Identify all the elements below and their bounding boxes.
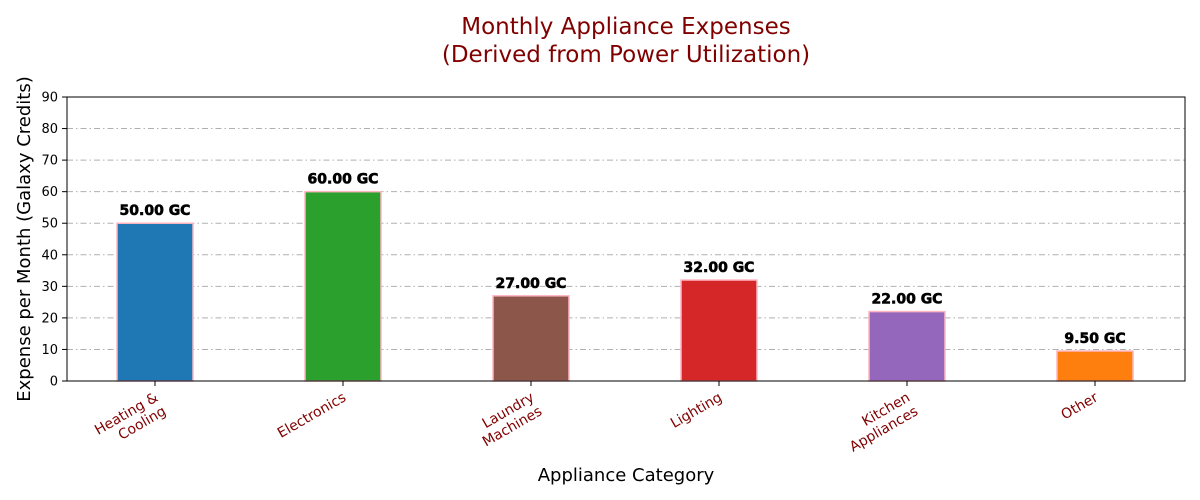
x-tick-label-1: Electronics [275, 390, 349, 442]
y-tick-label-80: 80 [41, 122, 58, 137]
bar-4 [868, 310, 946, 382]
bar-3 [680, 279, 758, 382]
y-axis-label: Expense per Month (Galaxy Credits) [14, 76, 35, 401]
x-tick-label-1-line-0: Electronics [275, 390, 349, 442]
y-tick-label-70: 70 [41, 154, 58, 169]
y-tick-label-20: 20 [41, 311, 58, 326]
data-label-0: 50.00 GC [120, 203, 191, 219]
y-tick-label-60: 60 [41, 185, 58, 200]
x-tick-label-5-line-0: Other [1059, 389, 1102, 423]
bar-1 [304, 190, 382, 382]
x-tick-label-5: Other [1059, 389, 1102, 423]
bar-0 [116, 222, 194, 382]
data-label-2: 27.00 GC [496, 276, 567, 292]
bars [116, 190, 1134, 382]
y-tick-label-90: 90 [41, 91, 58, 106]
plot-frame [66, 96, 1186, 382]
bar-5 [1056, 350, 1134, 382]
data-label-3: 32.00 GC [684, 260, 755, 276]
y-tick-label-50: 50 [41, 217, 58, 232]
x-tick-label-3-line-0: Lighting [668, 390, 725, 432]
x-axis: Heating &Cooling Electronics LaundryMachin… [92, 381, 1101, 455]
data-label-1: 60.00 GC [308, 172, 379, 188]
data-labels: 50.00 GC 60.00 GC 27.00 GC 32.00 GC 22.00 GC… [119, 171, 1126, 347]
bar-2 [492, 295, 570, 382]
data-label-4: 22.00 GC [872, 292, 943, 308]
chart-title-line-2: (Derived from Power Utilization) [442, 42, 810, 68]
y-tick-label-30: 30 [41, 280, 58, 295]
chart-title-line-1: Monthly Appliance Expenses [461, 14, 790, 40]
y-tick-label-0: 0 [50, 375, 58, 390]
data-label-5: 9.50 GC [1064, 331, 1125, 347]
y-tick-label-40: 40 [41, 248, 58, 263]
y-tick-label-10: 10 [41, 343, 58, 358]
x-tick-label-0: Heating &Cooling [92, 390, 169, 444]
x-tick-label-3: Lighting [668, 390, 725, 432]
y-axis: 0 10 20 30 40 50 60 70 80 90 [41, 91, 67, 390]
grid-lines [67, 128, 1185, 350]
x-axis-label: Appliance Category [538, 465, 715, 486]
